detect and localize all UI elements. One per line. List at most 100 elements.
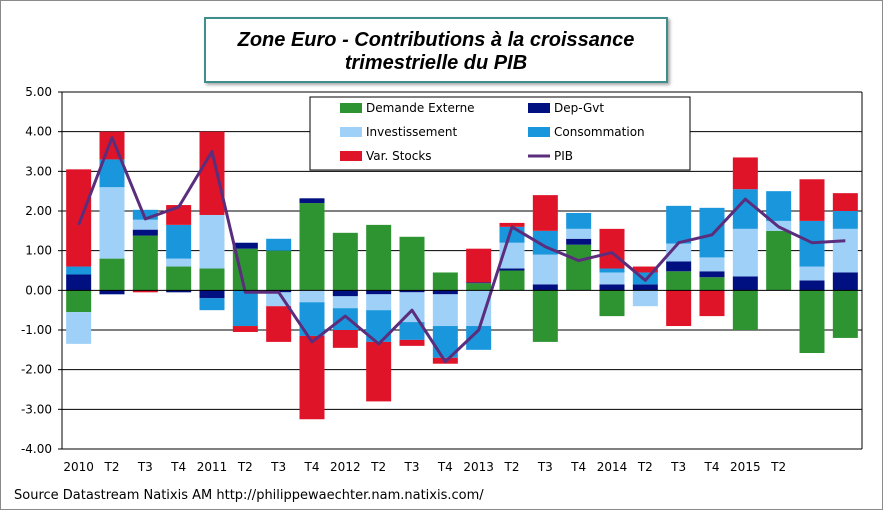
bar-investissement xyxy=(466,290,492,327)
bar-consommation xyxy=(232,290,258,327)
legend-label-consommation: Consommation xyxy=(554,125,645,139)
bar-demande-externe xyxy=(532,290,558,342)
x-tick-label: T3 xyxy=(670,460,686,474)
bar-consommation xyxy=(466,326,492,350)
bar-dep-gvt xyxy=(366,290,392,295)
bar-demande-externe xyxy=(666,271,692,291)
legend-swatch-dep-gvt xyxy=(528,103,550,113)
legend-label-var-stocks: Var. Stocks xyxy=(366,149,432,163)
bar-var-stocks xyxy=(499,222,525,227)
bar-investissement xyxy=(732,228,758,277)
bar-var-stocks xyxy=(799,179,825,221)
y-tick-label: 3.00 xyxy=(25,164,52,178)
bar-var-stocks xyxy=(332,330,358,348)
bar-dep-gvt xyxy=(132,229,158,236)
bar-consommation xyxy=(199,298,225,311)
bar-investissement xyxy=(99,187,125,259)
bar-var-stocks xyxy=(199,131,225,215)
bar-demande-externe xyxy=(332,232,358,291)
bar-dep-gvt xyxy=(566,238,592,245)
x-tick-label: 2013 xyxy=(463,460,494,474)
y-tick-label: -1.00 xyxy=(21,323,52,337)
bar-investissement xyxy=(366,294,392,311)
y-tick-label: 4.00 xyxy=(25,125,52,139)
bar-demande-externe xyxy=(399,236,425,291)
x-tick-label: T3 xyxy=(537,460,553,474)
bar-var-stocks xyxy=(232,326,258,332)
bar-dep-gvt xyxy=(166,290,192,293)
bar-demande-externe xyxy=(299,203,325,291)
x-tick-label: T4 xyxy=(437,460,453,474)
bar-dep-gvt xyxy=(599,284,625,291)
bar-demande-externe xyxy=(266,250,292,291)
bars xyxy=(66,131,858,420)
bar-consommation xyxy=(266,238,292,251)
y-tick-labels: 5.00 4.00 3.00 2.00 1.00 0.00 -1.00 -2.00 -3.00 -… xyxy=(21,85,52,456)
bar-var-stocks xyxy=(832,193,858,211)
x-tick-label: T2 xyxy=(504,460,520,474)
x-tick-label: 2015 xyxy=(730,460,761,474)
legend-label-dep-gvt: Dep-Gvt xyxy=(554,101,604,115)
bar-dep-gvt xyxy=(66,274,92,291)
legend-swatch-var-stocks xyxy=(340,151,362,161)
bar-investissement xyxy=(632,290,658,307)
bar-investissement xyxy=(432,294,458,327)
bar-dep-gvt xyxy=(799,280,825,291)
bar-dep-gvt xyxy=(432,290,458,295)
bar-demande-externe xyxy=(166,266,192,291)
bar-dep-gvt xyxy=(399,290,425,293)
bar-investissement xyxy=(299,290,325,303)
bar-dep-gvt xyxy=(466,282,492,284)
bar-demande-externe xyxy=(766,230,792,291)
bar-dep-gvt xyxy=(99,290,125,295)
x-tick-label: T4 xyxy=(704,460,720,474)
bar-consommation xyxy=(766,191,792,221)
bar-var-stocks xyxy=(632,266,658,273)
bar-demande-externe xyxy=(732,290,758,330)
pib-line xyxy=(77,136,846,364)
x-tick-label: T4 xyxy=(170,460,186,474)
x-tick-label: 2014 xyxy=(597,460,628,474)
gridlines xyxy=(62,91,862,450)
legend-swatch-investissement xyxy=(340,127,362,137)
bar-investissement xyxy=(66,312,92,344)
bar-demande-externe xyxy=(199,268,225,291)
bar-demande-externe xyxy=(799,290,825,354)
bar-var-stocks xyxy=(399,339,425,346)
x-tick-label: T3 xyxy=(270,460,286,474)
bar-dep-gvt xyxy=(532,284,558,291)
bar-demande-externe xyxy=(99,258,125,291)
bar-consommation xyxy=(99,159,125,188)
source-footnote: Source Datastream Natixis AM http://phil… xyxy=(14,488,484,503)
bar-var-stocks xyxy=(66,169,92,267)
pib-line-layer xyxy=(77,136,846,364)
bar-investissement xyxy=(532,254,558,285)
x-tick-label: 2010 xyxy=(63,460,94,474)
chart-title-line-2: trimestrielle du PIB xyxy=(344,52,528,74)
x-tick-label: T3 xyxy=(404,460,420,474)
legend-label-demande-externe: Demande Externe xyxy=(366,101,475,115)
bar-var-stocks xyxy=(299,335,325,420)
x-tick-label: T2 xyxy=(637,460,653,474)
bar-var-stocks xyxy=(732,157,758,190)
bar-consommation xyxy=(666,205,692,244)
axes xyxy=(58,91,863,450)
bar-dep-gvt xyxy=(199,290,225,299)
bar-consommation xyxy=(599,268,625,273)
bar-investissement xyxy=(566,228,592,239)
bar-investissement xyxy=(799,266,825,281)
y-tick-label: -4.00 xyxy=(21,442,52,456)
bar-var-stocks xyxy=(699,290,725,317)
bar-investissement xyxy=(132,219,158,230)
bar-investissement xyxy=(832,228,858,273)
bar-consommation xyxy=(332,308,358,330)
bar-var-stocks xyxy=(599,228,625,269)
x-tick-label: T2 xyxy=(370,460,386,474)
bar-var-stocks xyxy=(466,248,492,283)
x-tick-labels: 2010 T2 T3 T4 2011 T2 T3 T4 2012 T2 T3 T4 2013 T2 T3 T4… xyxy=(63,460,786,474)
bar-demande-externe xyxy=(466,283,492,291)
y-tick-label: 5.00 xyxy=(25,85,52,99)
legend-label-pib: PIB xyxy=(554,149,573,163)
chart-title-box: Zone Euro - Contributions à la croissanc… xyxy=(204,17,668,83)
